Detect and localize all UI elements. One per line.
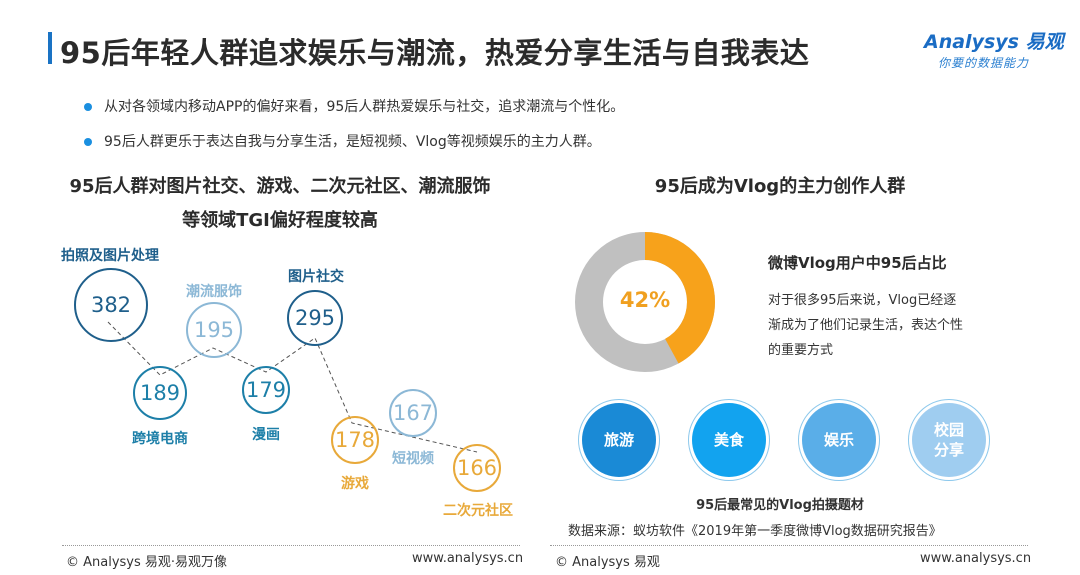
topic-food: 美食 (692, 403, 766, 477)
tgi-bubble: 179 (242, 366, 290, 414)
page-title: 95后年轻人群追求娱乐与潮流，热爱分享生活与自我表达 (60, 36, 810, 70)
tgi-bubble: 295 (287, 290, 343, 346)
title-accent-bar (48, 32, 52, 64)
tgi-bubble: 167 (389, 389, 437, 437)
footer-copyright-right: © Analysys 易观 (555, 555, 660, 570)
tgi-bubble-label: 漫画 (252, 427, 280, 443)
bullet-item: 95后人群更乐于表达自我与分享生活，是短视频、Vlog等视频娱乐的主力人群。 (84, 131, 601, 151)
topics-caption: 95后最常见的Vlog拍摄题材 (696, 498, 864, 513)
footer-divider-left (62, 545, 520, 546)
donut-description: 对于很多95后来说，Vlog已经逐渐成为了他们记录生活，表达个性的重要方式 (768, 293, 964, 358)
data-source: 数据来源：蚁坊软件《2019年第一季度微博Vlog数据研究报告》 (568, 524, 942, 539)
bullet-item: 从对各领域内移动APP的偏好来看，95后人群热爱娱乐与社交，追求潮流与个性化。 (84, 96, 624, 116)
vlog-share-donut (575, 232, 715, 372)
topic-entertainment: 娱乐 (802, 403, 876, 477)
tgi-bubble-label: 图片社交 (288, 269, 344, 285)
donut-share-segment (575, 232, 715, 372)
footer-divider-right (550, 545, 1028, 546)
bullet-dot-icon (84, 138, 92, 146)
tgi-bubble: 178 (331, 416, 379, 464)
topic-campus: 校园分享 (912, 403, 986, 477)
donut-value-label: 42% (619, 288, 671, 312)
tgi-bubble-label: 二次元社区 (443, 503, 513, 519)
footer-url-left[interactable]: www.analysys.cn (412, 551, 524, 566)
tgi-bubble-label: 游戏 (341, 476, 369, 492)
topic-travel: 旅游 (582, 403, 656, 477)
footer-copyright-left: © Analysys 易观·易观万像 (66, 555, 228, 570)
left-section-title: 95后人群对图片社交、游戏、二次元社区、潮流服饰 等领域TGI偏好程度较高 (30, 172, 530, 232)
bullet-dot-icon (84, 103, 92, 111)
tgi-bubble-label: 潮流服饰 (186, 284, 242, 300)
footer-url-right[interactable]: www.analysys.cn (920, 551, 1032, 566)
tgi-bubble-label: 跨境电商 (132, 431, 188, 447)
left-title-line1: 95后人群对图片社交、游戏、二次元社区、潮流服饰 (69, 176, 491, 197)
tgi-bubble: 195 (186, 302, 242, 358)
logo-brand: Analysys 易观 (924, 31, 1064, 53)
tgi-bubble: 166 (453, 444, 501, 492)
bullet-text: 从对各领域内移动APP的偏好来看，95后人群热爱娱乐与社交，追求潮流与个性化。 (104, 99, 625, 115)
donut-title: 微博Vlog用户中95后占比 (768, 254, 947, 272)
bullet-text: 95后人群更乐于表达自我与分享生活，是短视频、Vlog等视频娱乐的主力人群。 (104, 134, 601, 150)
left-title-line2: 等领域TGI偏好程度较高 (182, 210, 378, 231)
logo-slogan: 你要的数据能力 (938, 56, 1030, 70)
tgi-bubble-label: 短视频 (392, 451, 434, 467)
right-section-title: 95后成为Vlog的主力创作人群 (654, 176, 906, 197)
tgi-bubble: 382 (74, 268, 148, 342)
tgi-bubble: 189 (133, 366, 187, 420)
analysys-logo: Analysys 易观 你要的数据能力 (924, 27, 1064, 71)
tgi-bubble-label: 拍照及图片处理 (61, 248, 159, 264)
